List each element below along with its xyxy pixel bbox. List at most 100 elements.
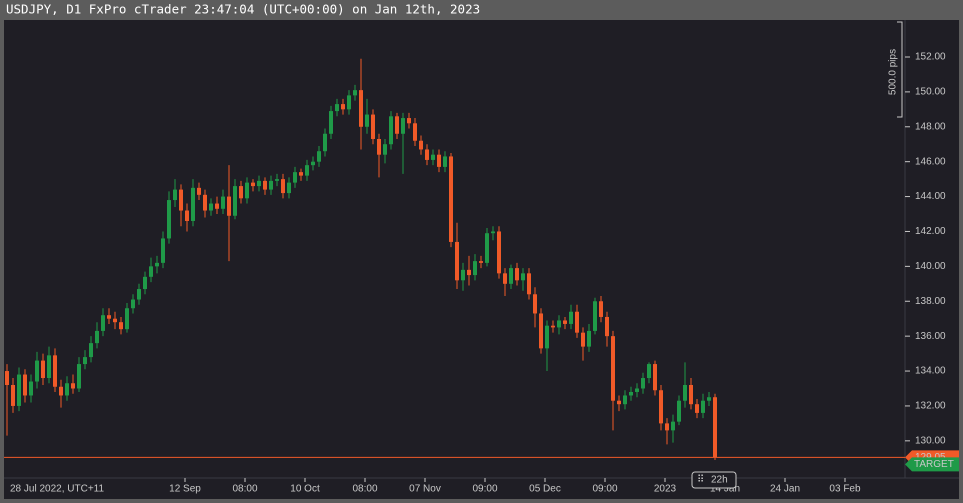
candle-body — [23, 374, 27, 396]
candle-body — [347, 95, 351, 110]
candle-body — [527, 273, 531, 295]
candle-body — [683, 385, 687, 401]
candle-body — [47, 355, 51, 379]
chart-title: USDJPY, D1 FxPro cTrader 23:47:04 (UTC+0… — [6, 2, 480, 17]
candle-body — [389, 116, 393, 145]
y-tick-label: 138.00 — [915, 296, 946, 307]
candle-body — [155, 262, 159, 267]
candle-body — [491, 231, 495, 234]
candle-body — [251, 182, 255, 187]
candle-body — [161, 238, 165, 263]
x-tick-label: 05 Dec — [529, 484, 561, 495]
y-tick-label: 142.00 — [915, 226, 946, 237]
candle-body — [653, 364, 657, 391]
candle-body — [617, 400, 621, 405]
candle-body — [329, 111, 333, 134]
candle-body — [311, 161, 315, 166]
candle-body — [275, 179, 279, 181]
candle-body — [713, 397, 717, 458]
candle-body — [263, 180, 267, 190]
candle-body — [515, 268, 519, 281]
candle-body — [293, 172, 297, 183]
candle-body — [59, 386, 63, 396]
candle-body — [647, 364, 651, 379]
candle-body — [173, 189, 177, 201]
candle-body — [503, 273, 507, 284]
candle-body — [41, 360, 45, 379]
candle-body — [245, 182, 249, 199]
candle-body — [149, 266, 153, 277]
candle-body — [53, 355, 57, 387]
candle-body — [695, 404, 699, 413]
candle-body — [677, 400, 681, 422]
candle-body — [641, 378, 645, 389]
candle-body — [113, 318, 117, 323]
candle-body — [185, 210, 189, 221]
candle-body — [221, 196, 225, 209]
candle-body — [179, 189, 183, 211]
candle-body — [35, 360, 39, 382]
candle-body — [569, 311, 573, 324]
candle-body — [341, 104, 345, 110]
x-tick-label: 2023 — [654, 484, 677, 495]
target-label: TARGET — [914, 459, 954, 470]
candle-body — [431, 154, 435, 160]
candle-body — [323, 133, 327, 152]
candle-body — [143, 276, 147, 290]
scale-label: 500.0 pips — [888, 49, 899, 95]
candle-body — [497, 231, 501, 274]
countdown-box — [691, 471, 737, 489]
candle-body — [593, 301, 597, 331]
candle-body — [77, 364, 81, 389]
candle-body — [359, 90, 363, 127]
candle-body — [629, 391, 633, 396]
candle-body — [167, 200, 171, 239]
candle-body — [437, 154, 441, 167]
x-tick-label: 09:00 — [592, 484, 617, 495]
candle-body — [485, 233, 489, 263]
x-tick-label: 08:00 — [232, 484, 257, 495]
y-tick-label: 150.00 — [915, 87, 946, 98]
x-tick-label: 14 Jan — [710, 484, 740, 495]
y-tick-label: 148.00 — [915, 121, 946, 132]
candle-body — [635, 388, 639, 392]
candle-body — [287, 182, 291, 194]
candle-body — [707, 397, 711, 401]
candle-body — [575, 311, 579, 333]
candle-body — [587, 330, 591, 347]
x-tick-label: 07 Nov — [409, 484, 441, 495]
candle-body — [281, 179, 285, 194]
candle-body — [539, 313, 543, 349]
x-tick-label: 10 Oct — [290, 484, 320, 495]
candle-body — [443, 156, 447, 167]
candle-body — [71, 383, 75, 389]
candle-body — [671, 421, 675, 431]
countdown: 22h — [711, 475, 728, 486]
candle-body — [17, 374, 21, 406]
candle-body — [215, 203, 219, 209]
x-tick-label: 24 Jan — [770, 484, 800, 495]
candle-body — [365, 114, 369, 127]
y-tick-label: 132.00 — [915, 401, 946, 412]
candle-body — [401, 118, 405, 134]
candle-body — [257, 180, 261, 187]
candle-body — [29, 381, 33, 396]
candle-body — [425, 149, 429, 160]
x-tick-label: 09:00 — [472, 484, 497, 495]
candle-body — [83, 357, 87, 365]
y-tick-label: 146.00 — [915, 156, 946, 167]
candle-body — [335, 104, 339, 112]
x-tick-label: 08:00 — [352, 484, 377, 495]
x-tick-label: 12 Sep — [169, 484, 201, 495]
candle-body — [407, 118, 411, 124]
candle-body — [479, 261, 483, 263]
candle-body — [665, 423, 669, 431]
candle-body — [383, 144, 387, 155]
candle-body — [305, 165, 309, 176]
candle-body — [125, 308, 129, 330]
candle-body — [353, 90, 357, 96]
candle-body — [413, 123, 417, 141]
scale-bracket — [897, 21, 903, 118]
